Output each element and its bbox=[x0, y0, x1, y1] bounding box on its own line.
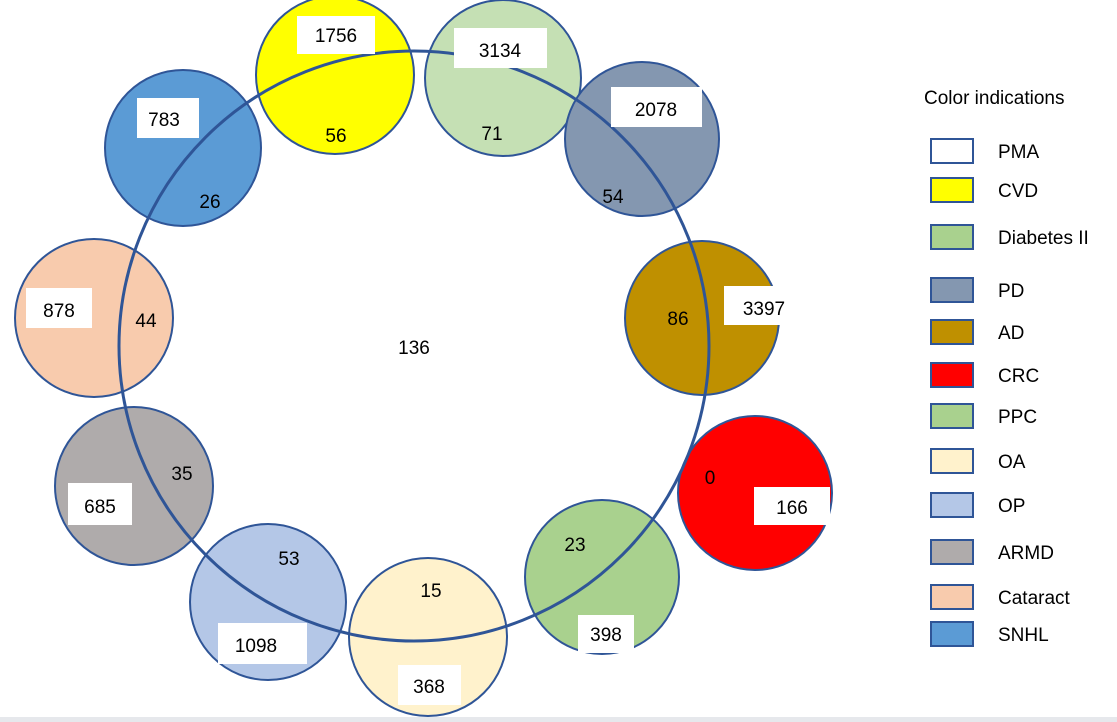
legend-label-armd: ARMD bbox=[998, 543, 1054, 564]
legend-label-pma: PMA bbox=[998, 142, 1040, 163]
exclusive-count-ppc: 398 bbox=[590, 625, 622, 646]
overlap-count-snhl: 26 bbox=[199, 192, 220, 213]
legend-swatch-diabetes-ii bbox=[930, 224, 974, 250]
circle-pd bbox=[564, 61, 720, 217]
label-box-oa bbox=[398, 665, 461, 705]
legend-title: Color indications bbox=[924, 88, 1064, 109]
legend-swatch-pma bbox=[930, 138, 974, 164]
circle-diabetes-ii bbox=[424, 0, 582, 157]
overlap-count-cataract: 44 bbox=[135, 311, 157, 332]
legend: Color indications PMA CVD Diabetes II PD AD C… bbox=[924, 88, 1089, 647]
pma-circle bbox=[117, 49, 711, 643]
label-box-cvd bbox=[297, 16, 375, 54]
legend-swatch-armd bbox=[930, 539, 974, 565]
circle-cataract bbox=[14, 238, 174, 398]
legend-swatch-cataract bbox=[930, 584, 974, 610]
overlap-count-op: 53 bbox=[278, 549, 299, 570]
legend-swatch-pd bbox=[930, 277, 974, 303]
overlap-count-armd: 35 bbox=[171, 464, 192, 485]
legend-swatch-oa bbox=[930, 448, 974, 474]
legend-label-cvd: CVD bbox=[998, 181, 1038, 202]
label-box-pd bbox=[611, 87, 702, 127]
label-box-ad bbox=[724, 286, 804, 325]
circle-snhl bbox=[104, 69, 262, 227]
exclusive-count-pd: 2078 bbox=[635, 100, 677, 121]
legend-swatch-crc bbox=[930, 362, 974, 388]
label-box-snhl bbox=[137, 98, 199, 138]
exclusive-count-cvd: 1756 bbox=[315, 26, 357, 47]
label-box-diabetes-ii bbox=[454, 28, 547, 68]
overlap-count-oa: 15 bbox=[420, 581, 441, 602]
legend-swatch-ppc bbox=[930, 403, 974, 429]
exclusive-count-crc: 166 bbox=[776, 498, 808, 519]
overlap-count-diabetes-ii: 71 bbox=[481, 124, 502, 145]
exclusive-count-ad: 3397 bbox=[743, 299, 785, 320]
overlap-count-ppc: 23 bbox=[564, 535, 585, 556]
legend-swatch-ad bbox=[930, 319, 974, 345]
label-box-cataract bbox=[26, 288, 92, 328]
overlap-count-crc: 0 bbox=[705, 468, 716, 489]
circle-armd bbox=[54, 406, 214, 566]
legend-swatch-op bbox=[930, 492, 974, 518]
exclusive-count-diabetes-ii: 3134 bbox=[479, 41, 522, 62]
legend-label-cataract: Cataract bbox=[998, 588, 1071, 609]
exclusive-count-op: 1098 bbox=[235, 636, 277, 657]
legend-swatch-cvd bbox=[930, 177, 974, 203]
legend-label-crc: CRC bbox=[998, 366, 1039, 387]
label-box-ppc bbox=[578, 615, 634, 653]
legend-label-diabetes-ii: Diabetes II bbox=[998, 228, 1089, 249]
circle-ppc bbox=[524, 499, 680, 655]
value-labels: 1756 56 3134 71 2078 54 3397 86 166 0 398 23 368 15 10… bbox=[26, 16, 830, 705]
legend-label-snhl: SNHL bbox=[998, 625, 1049, 646]
bottom-divider bbox=[0, 717, 1117, 722]
legend-label-op: OP bbox=[998, 496, 1025, 517]
legend-swatch-snhl bbox=[930, 621, 974, 647]
legend-label-oa: OA bbox=[998, 452, 1026, 473]
legend-label-pd: PD bbox=[998, 281, 1024, 302]
legend-label-ppc: PPC bbox=[998, 407, 1037, 428]
label-box-crc bbox=[754, 487, 830, 525]
circle-oa bbox=[348, 557, 508, 717]
exclusive-count-oa: 368 bbox=[413, 677, 445, 698]
overlap-count-ad: 86 bbox=[667, 309, 688, 330]
legend-label-ad: AD bbox=[998, 323, 1024, 344]
exclusive-count-cataract: 878 bbox=[43, 301, 75, 322]
exclusive-count-snhl: 783 bbox=[148, 110, 180, 131]
overlap-count-pd: 54 bbox=[602, 187, 624, 208]
overlap-count-cvd: 56 bbox=[325, 126, 346, 147]
label-box-armd bbox=[68, 483, 132, 525]
label-box-op bbox=[218, 623, 307, 664]
center-count: 136 bbox=[398, 338, 430, 359]
exclusive-count-armd: 685 bbox=[84, 497, 116, 518]
